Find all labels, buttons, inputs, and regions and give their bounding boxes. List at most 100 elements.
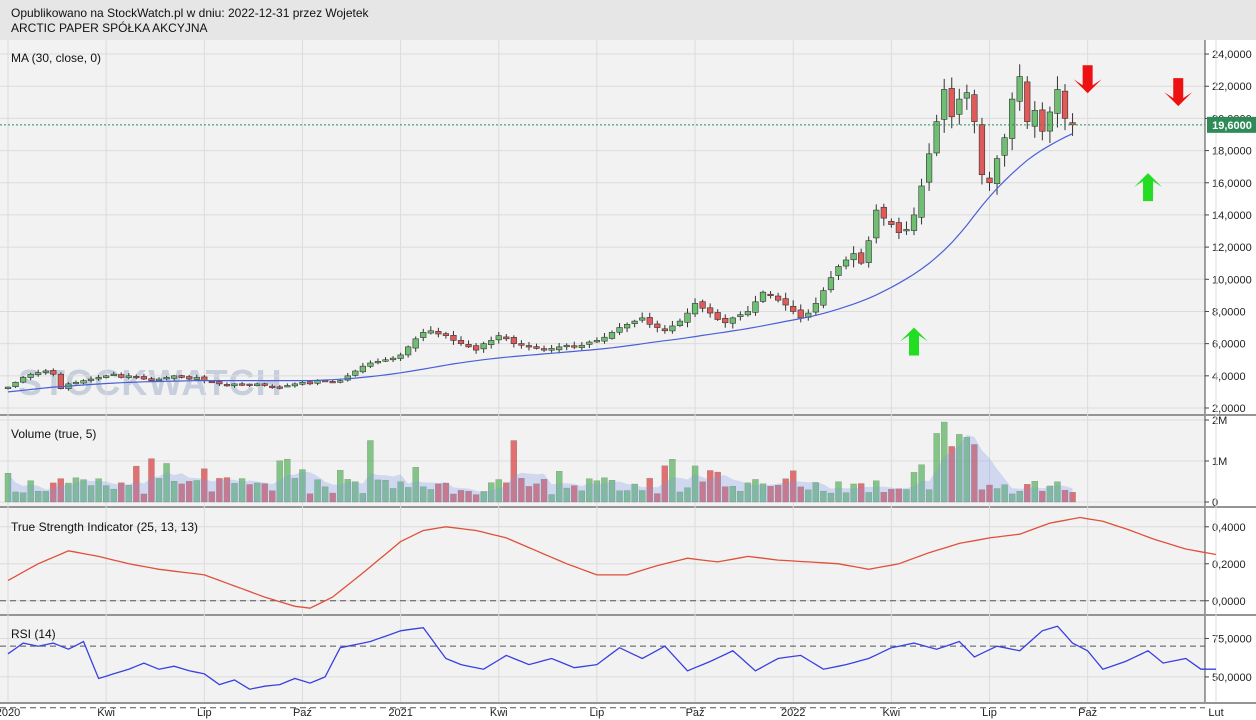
- volume-bar: [35, 491, 42, 503]
- candle-body: [246, 383, 253, 386]
- volume-bar: [759, 483, 767, 503]
- volume-bar: [812, 482, 819, 503]
- volume-bar: [548, 494, 555, 503]
- volume-bar: [963, 437, 970, 503]
- candle-body: [639, 317, 646, 321]
- candle-body: [420, 332, 427, 338]
- candle-body: [752, 301, 759, 313]
- volume-bar: [722, 486, 729, 503]
- candle-body: [601, 336, 608, 342]
- candle-body: [835, 266, 842, 276]
- candle-body: [699, 301, 706, 309]
- candle-body: [412, 338, 419, 349]
- candle-body: [155, 378, 163, 381]
- y-tick-label: 14,0000: [1212, 210, 1252, 222]
- candle-body: [1061, 90, 1069, 119]
- ma30-line: [7, 133, 1073, 393]
- volume-bar: [246, 484, 253, 503]
- candle-body: [306, 381, 314, 385]
- candle-body: [133, 376, 140, 379]
- volume-bar: [1069, 492, 1076, 503]
- volume-bar: [631, 483, 638, 503]
- candle-body: [737, 314, 744, 317]
- candle-body: [918, 185, 925, 218]
- volume-bar: [540, 479, 548, 503]
- volume-bar: [827, 492, 835, 503]
- volume-bar: [805, 489, 812, 503]
- candle-body: [895, 222, 902, 233]
- candle-body: [352, 370, 359, 376]
- volume-bar: [457, 490, 465, 503]
- y-tick-label: 0,2000: [1212, 559, 1246, 571]
- candle-body: [12, 381, 19, 388]
- volume-bar: [306, 493, 314, 503]
- volume-bar: [1009, 493, 1016, 503]
- x-tick-label: Lip: [197, 707, 212, 719]
- volume-bar: [737, 491, 744, 503]
- candle-body: [948, 88, 955, 118]
- candle-body: [397, 354, 404, 359]
- y-tick-label: 1M: [1212, 456, 1227, 468]
- candle-body: [1016, 76, 1023, 102]
- candle-body: [993, 158, 1001, 184]
- candle-body: [186, 376, 193, 380]
- candle-body: [571, 345, 578, 348]
- x-tick-label: 2021: [388, 707, 412, 719]
- candle-body: [457, 340, 465, 344]
- volume-bar: [503, 482, 510, 503]
- candle-body: [208, 380, 215, 384]
- volume-bar: [880, 492, 887, 503]
- candle-body: [503, 336, 510, 340]
- candle-body: [518, 343, 525, 346]
- volume-bar: [835, 481, 842, 503]
- volume-bar: [261, 483, 268, 503]
- candle-body: [774, 295, 782, 301]
- volume-bar: [858, 483, 865, 503]
- candle-body: [540, 348, 548, 351]
- candle-body: [495, 335, 502, 341]
- volume-bar: [571, 485, 578, 503]
- volume-bar: [782, 478, 789, 503]
- volume-bar: [850, 483, 857, 503]
- volume-bar: [1061, 490, 1069, 503]
- price-pane-label: MA (30, close, 0): [11, 51, 102, 65]
- candle-body: [616, 327, 623, 333]
- candle-body: [472, 345, 480, 351]
- volume-bar: [148, 458, 155, 503]
- candle-body: [329, 381, 336, 384]
- volume-bar: [820, 490, 827, 503]
- volume-bar: [1039, 490, 1046, 503]
- volume-bar: [72, 477, 80, 503]
- volume-bar: [676, 491, 684, 503]
- volume-bar: [389, 488, 397, 503]
- candle-body: [314, 380, 321, 384]
- candle-body: [978, 124, 986, 176]
- volume-bar: [1031, 481, 1038, 503]
- y-tick-label: 75,0000: [1212, 633, 1252, 645]
- candle-body: [865, 240, 872, 263]
- volume-bar: [314, 479, 321, 503]
- y-tick-label: 8,0000: [1212, 306, 1246, 318]
- candle-body: [563, 344, 570, 348]
- candle-body: [676, 320, 684, 326]
- candle-body: [178, 375, 185, 378]
- candle-body: [389, 357, 397, 361]
- volume-bar: [729, 485, 736, 503]
- candle-body: [714, 312, 721, 320]
- candle-body: [1039, 109, 1046, 132]
- candle-body: [525, 345, 533, 348]
- volume-bar: [1016, 491, 1023, 503]
- tsi-pane: [0, 508, 1205, 614]
- y-tick-label: 6,0000: [1212, 339, 1246, 351]
- y-tick-label: 4,0000: [1212, 371, 1246, 383]
- candle-body: [586, 341, 593, 345]
- candle-body: [480, 343, 487, 350]
- volume-bar: [27, 480, 34, 503]
- candle-body: [95, 377, 102, 380]
- volume-bar: [873, 480, 880, 503]
- volume-bar: [918, 464, 925, 503]
- candle-body: [299, 381, 306, 385]
- volume-bar: [223, 477, 231, 503]
- volume-bar: [208, 491, 216, 503]
